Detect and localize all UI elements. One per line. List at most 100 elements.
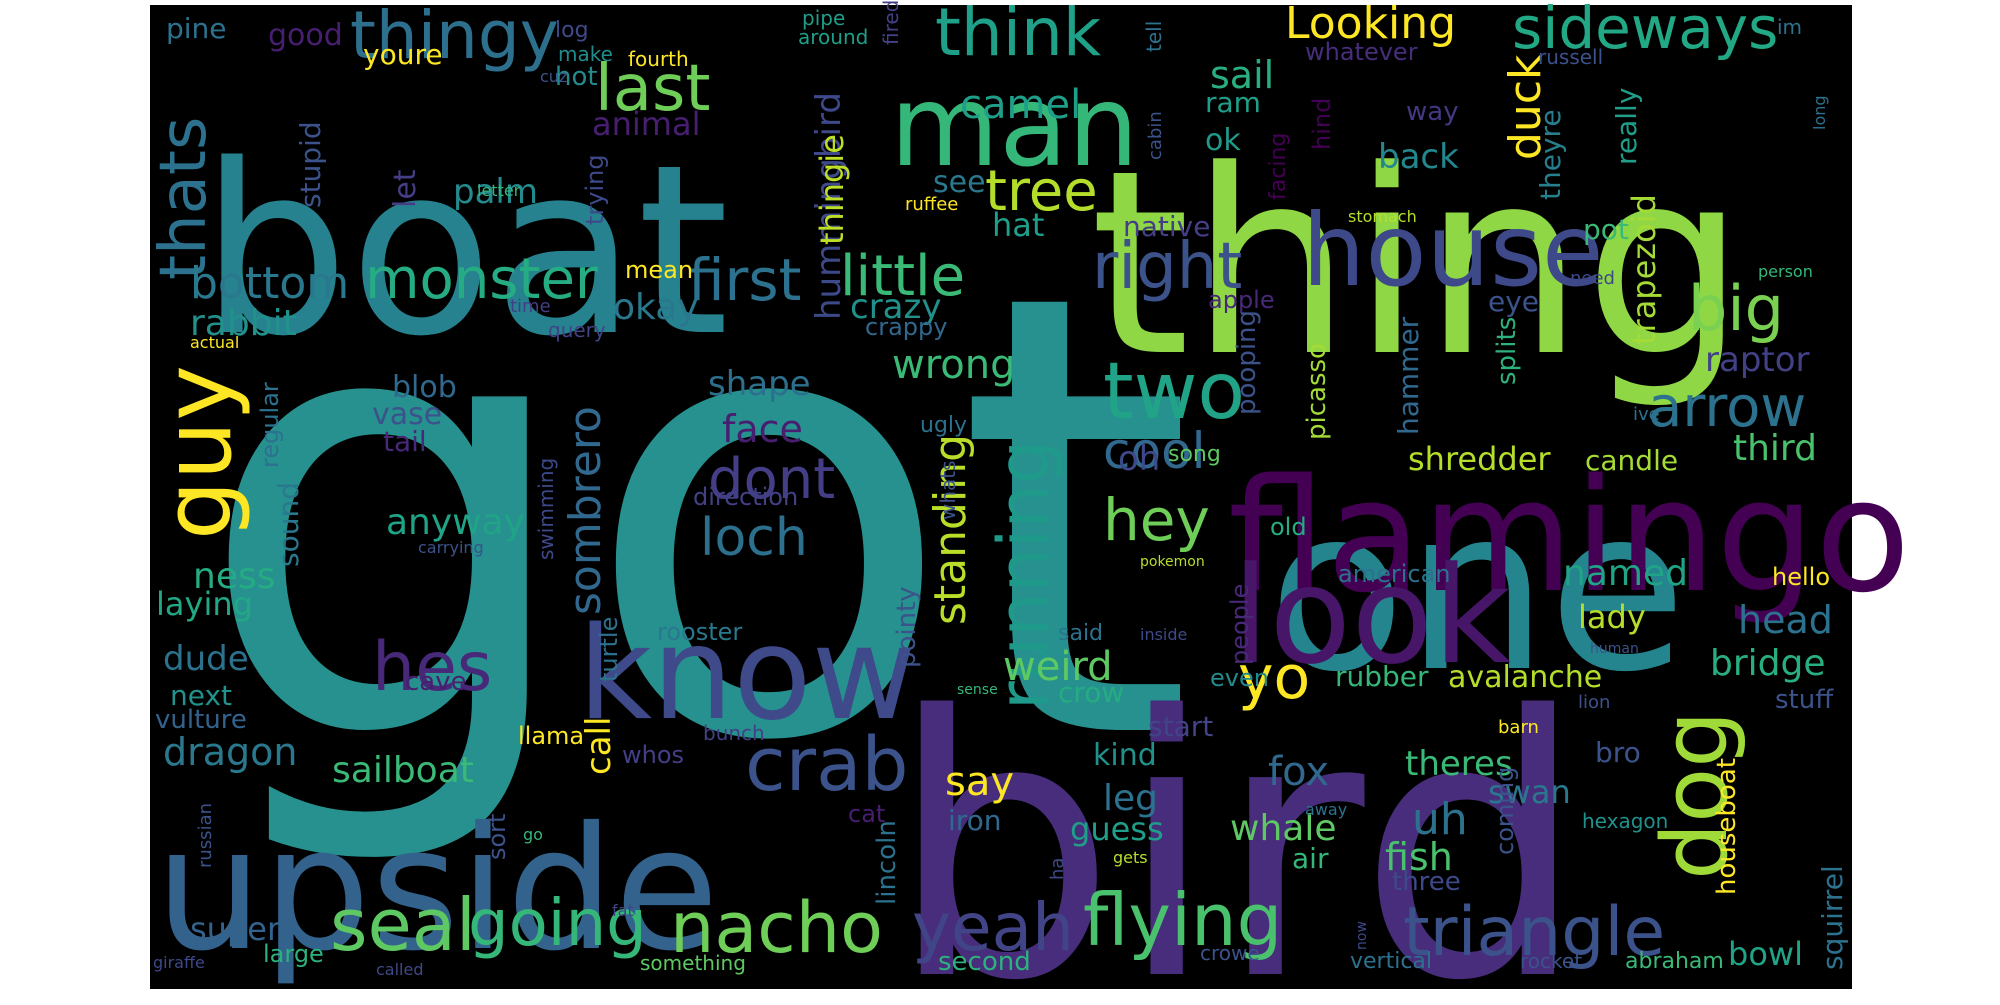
word-air: air [1292, 842, 1329, 875]
word-three: three [1392, 867, 1461, 897]
word-crowe: crowe [1200, 941, 1260, 965]
word-mean: mean [625, 256, 693, 284]
word-hes: hes [372, 628, 492, 707]
word-cloud-background [150, 5, 1852, 989]
word-pokemon: pokemon [1140, 554, 1205, 570]
word-thingie: thingie [813, 134, 851, 245]
word-triangle: triangle [1403, 893, 1665, 972]
word-llama: llama [518, 722, 584, 750]
word-hummingbird: hummingbird [809, 92, 849, 320]
word-hey: hey [1103, 486, 1210, 554]
word-sombrero: sombrero [560, 406, 611, 615]
word-pine: pine [166, 12, 227, 45]
word-face: face [722, 407, 803, 451]
word-rubber: rubber [1335, 660, 1429, 693]
word-sailboat: sailboat [332, 750, 474, 791]
word-rooster: rooster [657, 618, 742, 646]
word-named: named [1563, 553, 1688, 594]
word-bridge: bridge [1710, 643, 1826, 684]
word-native: native [1123, 210, 1210, 243]
word-regular: regular [256, 382, 284, 468]
word-first: first [688, 246, 801, 314]
word-ugly: ugly [920, 413, 967, 438]
word-ha: ha [1047, 858, 1068, 880]
word-vulture: vulture [155, 705, 247, 735]
word-thingy: thingy [350, 0, 559, 74]
word-whats: whats [936, 460, 960, 520]
word-fish: fish [1385, 835, 1453, 879]
word-crab: crab [745, 722, 908, 808]
word-dragon: dragon [163, 730, 297, 774]
word-yeah: yeah [912, 889, 1074, 966]
word-last: last [595, 52, 710, 126]
word-laying: laying [156, 585, 253, 623]
word-cabin: cabin [1145, 111, 1166, 160]
word-man: man [890, 62, 1139, 192]
word-call: call [579, 717, 619, 775]
word-sideways: sideways [1512, 0, 1778, 62]
word-thing: thing [1090, 116, 1746, 413]
word-okay: okay [613, 287, 699, 328]
word-bunch: bunch [703, 721, 765, 745]
word-shape: shape [708, 364, 811, 404]
word-think: think [935, 0, 1102, 71]
word-actual: actual [190, 333, 239, 352]
word-palm: palm [453, 172, 538, 212]
word-lion: lion [1578, 692, 1610, 713]
word-looking: Looking [1285, 0, 1456, 49]
word-russian: russian [195, 803, 216, 868]
word-human: human [1590, 641, 1639, 657]
word-barn: barn [1498, 717, 1539, 738]
word-tail: tail [383, 425, 427, 458]
word-oh: oh [1118, 439, 1160, 479]
word-whos: whos [622, 741, 684, 769]
word-people: people [1226, 584, 1254, 665]
word-got: got [195, 164, 1195, 874]
word-theyre: theyre [1534, 109, 1567, 200]
word-called: called [376, 960, 424, 979]
word-ruffee: ruffee [905, 194, 958, 215]
word-crazy: crazy [850, 287, 941, 327]
word-song: song [1168, 442, 1221, 467]
word-im: im [1777, 15, 1802, 39]
word-fat: fat [612, 901, 634, 920]
word-cuz: cuz [540, 67, 567, 86]
word-house: house [1302, 192, 1604, 309]
word-next: next [170, 679, 232, 712]
word-rocket: rocket [1520, 949, 1582, 973]
word-crow: crow [1058, 676, 1124, 709]
word-log: log [555, 18, 589, 43]
word-pot: pot [1583, 213, 1629, 246]
word-fired: fired [879, 0, 903, 45]
word-leg: leg [1103, 778, 1158, 819]
word-facing: facing [1266, 133, 1291, 200]
word-tree: tree [985, 159, 1098, 224]
word-let: let [388, 169, 423, 208]
word-russell: russell [1538, 45, 1603, 69]
word-right: right [1092, 230, 1242, 304]
word-avalanche: avalanche [1448, 660, 1602, 695]
word-duck: duck [1500, 54, 1551, 160]
word-hat: hat [992, 206, 1044, 244]
word-upside: upside [155, 791, 719, 989]
word-person: person [1758, 262, 1813, 281]
word-something: something [640, 951, 746, 975]
word-standing: standing [925, 434, 976, 625]
word-long: long [1810, 95, 1829, 130]
word-iron: iron [948, 804, 1002, 837]
word-bird: bird [888, 640, 1587, 1000]
word-houseboat: houseboat [1712, 758, 1742, 895]
word-uh: uh [1412, 794, 1468, 845]
word-sail: sail [1210, 53, 1274, 97]
word-pointy: pointy [892, 586, 922, 668]
word-kind: kind [1093, 738, 1157, 773]
word-one: one [1268, 460, 1687, 722]
word-two: two [1103, 347, 1245, 437]
word-dog: dog [1643, 711, 1748, 880]
word-big: big [1688, 272, 1784, 345]
word-abraham: abraham [1625, 949, 1724, 974]
word-now: now [1354, 921, 1370, 950]
word-super: super [190, 910, 281, 948]
